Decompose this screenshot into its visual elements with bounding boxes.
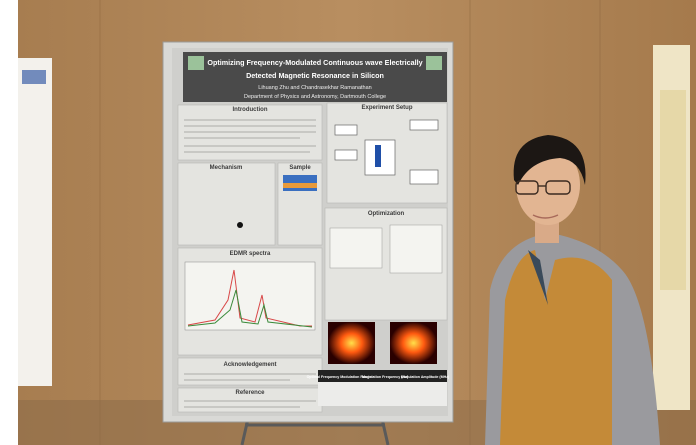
logo (426, 56, 442, 70)
sample-layer (283, 183, 317, 188)
setup-magnet (375, 145, 381, 167)
optimization-plot (390, 225, 442, 273)
person-vest (500, 250, 612, 445)
table-header-cell: Modulation Amplitude (MHz) (401, 375, 450, 379)
mechanism-dot (237, 222, 243, 228)
section-header: Introduction (233, 107, 268, 113)
poster-authors: Lihuang Zhu and Chandrasekhar Ramanathan (258, 85, 371, 91)
table-body (318, 382, 447, 406)
right-poster-panel (660, 90, 686, 290)
section-header: Reference (235, 390, 265, 396)
poster-affiliation: Department of Physics and Astronomy, Dar… (244, 94, 386, 100)
left-poster-logo (22, 70, 46, 84)
poster-title: Detected Magnetic Resonance in Silicon (246, 71, 384, 80)
section-header: Sample (289, 165, 311, 171)
poster-title: Optimizing Frequency-Modulated Continuou… (207, 58, 422, 67)
section-header: Mechanism (210, 165, 243, 171)
page: Optimizing Frequency-Modulated Continuou… (0, 0, 696, 445)
left-edge (0, 0, 18, 445)
section-header: EDMR spectra (230, 251, 271, 257)
heatmap (328, 322, 375, 364)
spectra-plot (185, 262, 315, 330)
section-header: Acknowledgement (223, 362, 276, 368)
heatmap (390, 322, 437, 364)
section-header: Experiment Setup (361, 105, 412, 111)
logo (188, 56, 204, 70)
optimization-plot (330, 228, 382, 268)
photo: Optimizing Frequency-Modulated Continuou… (0, 0, 696, 445)
left-poster (18, 58, 52, 386)
section-header: Optimization (368, 211, 405, 217)
